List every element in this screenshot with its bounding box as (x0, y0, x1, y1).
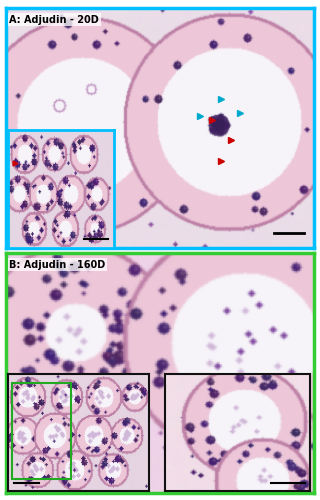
Bar (12, 383, 71, 479)
Text: A: Adjudin - 20D: A: Adjudin - 20D (10, 14, 99, 24)
Text: B: Adjudin - 160D: B: Adjudin - 160D (10, 260, 106, 270)
